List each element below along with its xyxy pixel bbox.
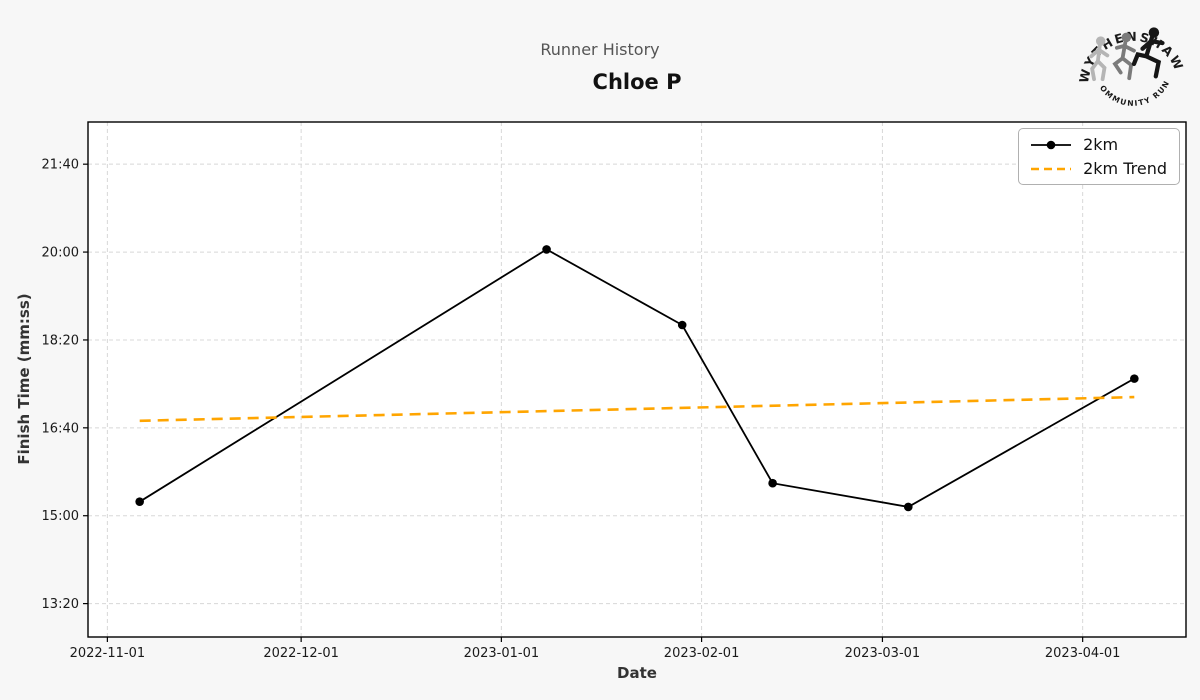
data-point (542, 245, 551, 254)
x-tick-label: 2023-04-01 (1045, 646, 1121, 661)
runner-silhouette-3-icon (1131, 27, 1165, 79)
figure-title: Runner History (540, 40, 660, 59)
data-point (768, 478, 777, 488)
data-point (135, 497, 144, 506)
runner-silhouette-2-icon (1112, 32, 1136, 81)
legend: 2km 2km Trend (1018, 128, 1180, 185)
y-tick-label: 16:40 (42, 421, 79, 436)
x-axis-label: Date (617, 664, 657, 682)
y-axis-label: Finish Time (mm:ss) (15, 293, 33, 465)
plot-area (88, 122, 1186, 637)
x-tick-label: 2022-12-01 (263, 646, 339, 661)
series-line (139, 248, 1135, 508)
runner-name-title: Chloe P (592, 70, 682, 94)
legend-line-marker-icon (1031, 140, 1072, 149)
y-tick-label: 18:20 (42, 333, 79, 348)
x-tick-label: 2022-11-01 (70, 646, 146, 661)
data-point (903, 502, 913, 512)
legend-label: 2km (1083, 135, 1119, 154)
axes-frame (87, 121, 1187, 638)
x-tick-label: 2023-03-01 (845, 646, 921, 661)
y-tick-label: 13:20 (42, 597, 79, 612)
data-point (677, 320, 687, 330)
runner-silhouette-1-icon (1089, 36, 1110, 82)
y-tick-label: 21:40 (42, 158, 79, 173)
y-tick-label: 20:00 (42, 246, 79, 261)
legend-item: 2km Trend (1029, 159, 1167, 178)
y-tick-label: 15:00 (42, 509, 79, 524)
x-tick-label: 2023-02-01 (664, 646, 740, 661)
trend-line (139, 395, 1135, 423)
legend-dashed-line-icon (1031, 167, 1072, 170)
club-logo: WYTHENSHAWE COMMUNITY RUN (1076, 6, 1184, 108)
data-point (1130, 374, 1139, 383)
legend-item: 2km (1029, 135, 1167, 154)
legend-label: 2km Trend (1083, 159, 1167, 178)
x-tick-label: 2023-01-01 (464, 646, 540, 661)
